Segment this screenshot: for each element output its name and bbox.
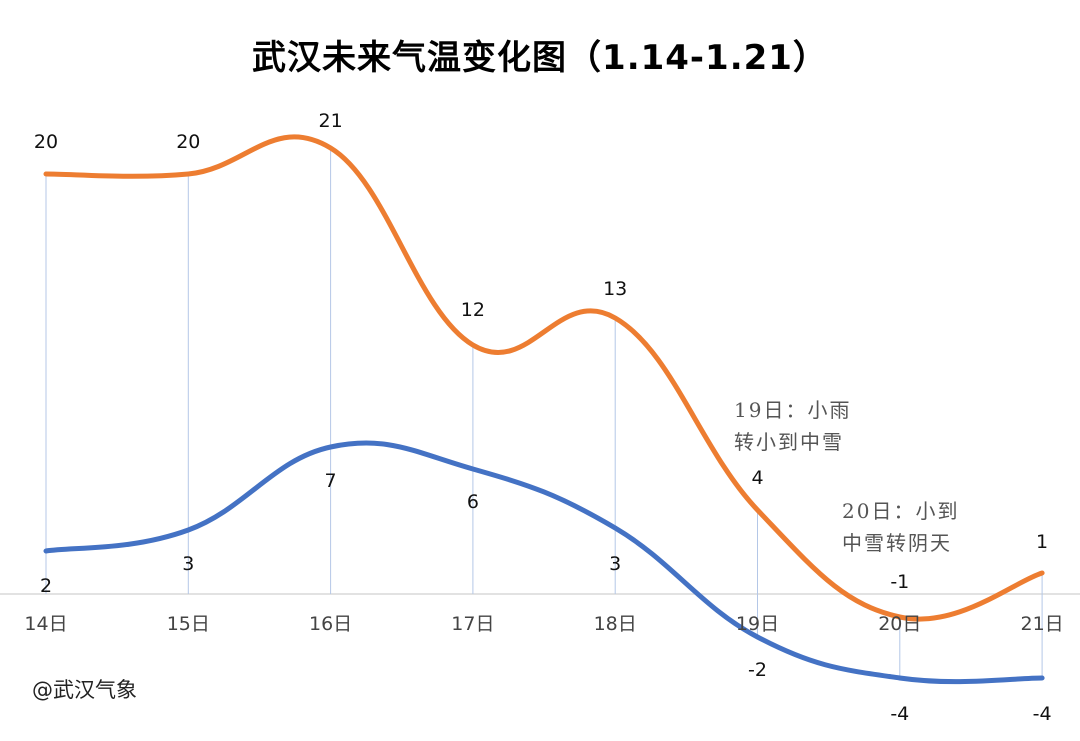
weather-note-20: 20日：小到 中雪转阴天 (842, 495, 959, 559)
low-temp-label: 3 (182, 553, 194, 575)
low-temp-label: 3 (609, 553, 621, 575)
high-temp-label: 1 (1036, 531, 1048, 553)
high-temp-label: 20 (176, 131, 200, 153)
low-temp-label: 2 (40, 575, 52, 597)
high-temp-line (43, 134, 1045, 622)
low-temp-label: 7 (325, 470, 337, 492)
low-temp-label: -4 (890, 703, 909, 725)
high-temp-label: 21 (319, 110, 343, 132)
low-temp-label: -2 (748, 659, 767, 681)
high-temp-label: 4 (751, 467, 763, 489)
note-line: 中雪转阴天 (842, 531, 952, 555)
x-tick-label: 18日 (594, 613, 637, 635)
source-credit: @武汉气象 (32, 678, 137, 702)
note-line: 20日：小到 (842, 499, 960, 523)
high-temp-label: 20 (34, 131, 58, 153)
x-tick-label: 21日 (1021, 613, 1064, 635)
low-temp-label: -4 (1033, 703, 1052, 725)
x-tick-label: 17日 (451, 613, 494, 635)
note-line: 转小到中雪 (734, 430, 844, 454)
note-line: 19日：小雨 (734, 398, 852, 422)
low-temp-label: 6 (467, 491, 479, 513)
high-temp-label: 12 (461, 299, 485, 321)
low-temp-line (43, 440, 1045, 685)
x-tick-label: 19日 (736, 613, 779, 635)
weather-note-19: 19日：小雨 转小到中雪 (734, 394, 851, 458)
chart-title: 武汉未来气温变化图（1.14-1.21） (252, 38, 828, 78)
high-temp-label: -1 (890, 571, 909, 593)
x-tick-label: 16日 (309, 613, 352, 635)
x-tick-label: 20日 (878, 613, 921, 635)
x-tick-label: 14日 (24, 613, 67, 635)
x-tick-label: 15日 (167, 613, 210, 635)
high-temp-label: 13 (603, 278, 627, 300)
